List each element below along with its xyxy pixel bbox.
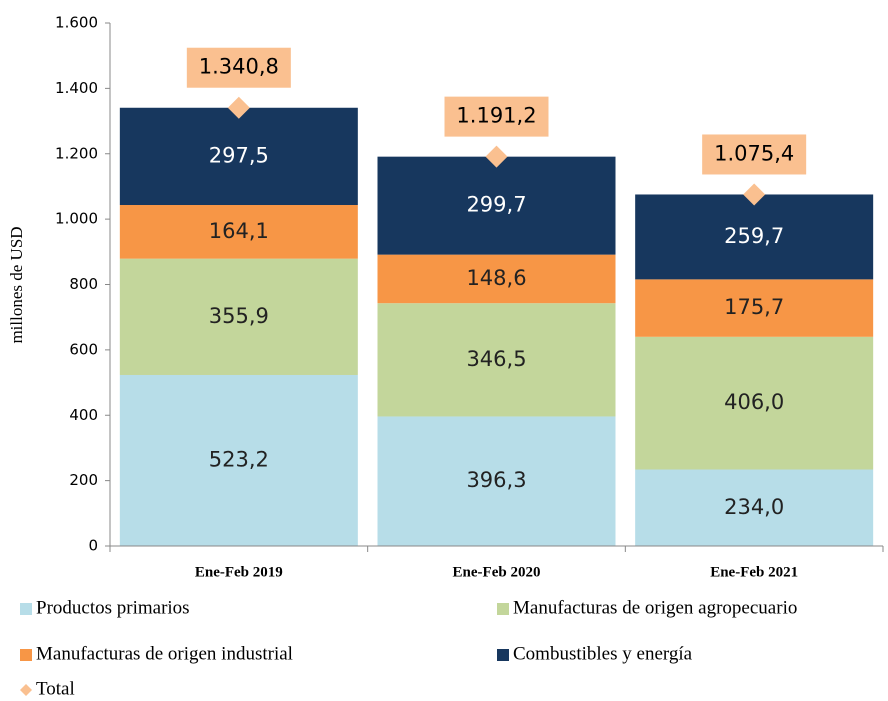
data-label: 355,9	[209, 304, 269, 328]
y-tick-label: 1.000	[55, 210, 98, 228]
x-tick-label: Ene-Feb 2021	[710, 564, 798, 580]
data-label: 259,7	[724, 224, 784, 248]
bar-segment	[377, 303, 616, 417]
x-tick-label: Ene-Feb 2019	[195, 564, 283, 580]
legend-swatch	[20, 603, 32, 615]
total-label: 1.191,2	[456, 104, 536, 128]
data-label: 297,5	[209, 143, 269, 167]
data-label: 234,0	[724, 495, 784, 519]
total-marker	[485, 145, 508, 168]
legend-swatch	[497, 603, 509, 615]
legend-swatch	[497, 649, 509, 661]
data-label: 299,7	[466, 193, 526, 217]
total-label-box	[702, 134, 807, 175]
bar-segment	[119, 258, 358, 375]
legend-label: Productos primarios	[36, 597, 190, 618]
legend-label: Combustibles y energía	[513, 643, 693, 664]
bar-segment	[377, 254, 616, 304]
y-tick-label: 0	[88, 537, 98, 555]
bar-segment	[377, 416, 616, 546]
bar-segment	[119, 107, 358, 206]
legend-swatch	[20, 649, 32, 661]
total-label-box	[186, 47, 291, 88]
bar-segment	[119, 374, 358, 546]
y-tick-label: 800	[69, 275, 98, 293]
legend-label: Total	[36, 678, 75, 699]
y-tick-label: 200	[69, 471, 98, 489]
data-label: 164,1	[209, 219, 269, 243]
bar-segment	[635, 194, 874, 280]
data-label: 175,7	[724, 295, 784, 319]
total-marker	[743, 183, 766, 206]
data-label: 406,0	[724, 390, 784, 414]
total-label: 1.340,8	[199, 55, 279, 79]
legend-label: Manufacturas de origen agropecuario	[513, 597, 797, 618]
y-tick-label: 400	[69, 406, 98, 424]
total-marker	[227, 96, 250, 119]
y-tick-label: 1.600	[55, 14, 98, 32]
y-tick-label: 600	[69, 340, 98, 358]
data-label: 396,3	[466, 468, 526, 492]
bar-segment	[119, 205, 358, 259]
x-tick-label: Ene-Feb 2020	[453, 564, 541, 580]
legend-label: Manufacturas de origen industrial	[36, 643, 293, 664]
bar-segment	[377, 156, 616, 255]
total-label: 1.075,4	[714, 141, 794, 165]
data-label: 148,6	[466, 266, 526, 290]
y-tick-label: 1.400	[55, 79, 98, 97]
bar-segment	[635, 469, 874, 546]
y-axis-label: millones de USD	[7, 226, 26, 343]
total-label-box	[444, 96, 549, 137]
legend-marker	[20, 684, 32, 696]
bar-segment	[635, 279, 874, 337]
data-label: 523,2	[209, 447, 269, 471]
bar-segment	[635, 336, 874, 470]
y-tick-label: 1.200	[55, 144, 98, 162]
data-label: 346,5	[466, 347, 526, 371]
